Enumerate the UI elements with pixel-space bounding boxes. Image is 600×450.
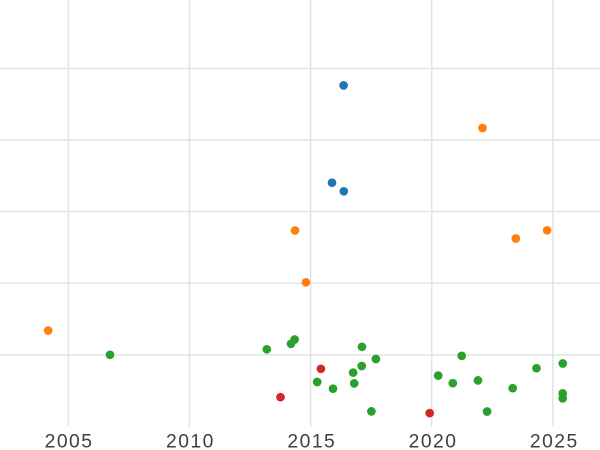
svg-text:2015: 2015 bbox=[287, 431, 336, 450]
svg-text:2005: 2005 bbox=[45, 431, 94, 450]
svg-text:2025: 2025 bbox=[530, 431, 579, 450]
svg-text:2020: 2020 bbox=[409, 431, 458, 450]
svg-text:2010: 2010 bbox=[166, 431, 215, 450]
